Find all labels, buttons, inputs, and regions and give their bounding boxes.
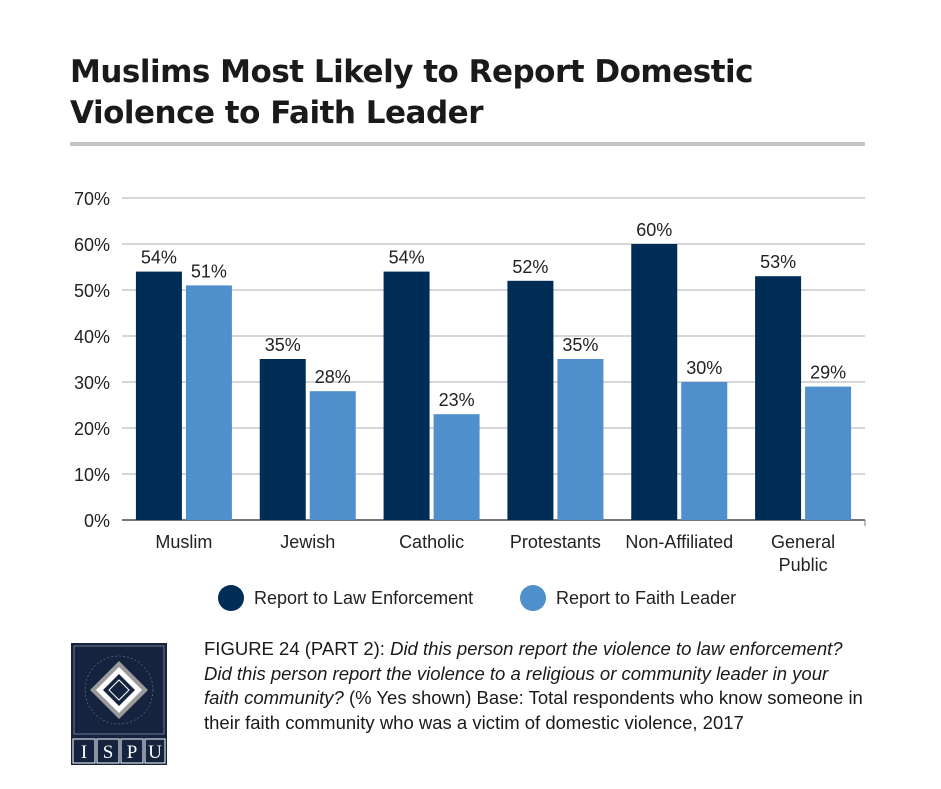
legend-item-law: Report to Law Enforcement <box>218 585 473 611</box>
legend-label: Report to Faith Leader <box>556 587 737 608</box>
data-label: 28% <box>315 367 351 387</box>
legend-label: Report to Law Enforcement <box>254 587 474 608</box>
legend-swatch-faith <box>520 585 546 611</box>
ispu-logo: I S P U <box>71 643 167 765</box>
y-tick-label: 0% <box>84 511 110 531</box>
data-label: 29% <box>810 363 846 383</box>
bar-law-enforcement <box>631 244 678 520</box>
bar-faith-leader <box>309 391 356 520</box>
bar-law-enforcement <box>259 359 306 520</box>
svg-text:I: I <box>81 742 87 763</box>
x-tick-label: Muslim <box>155 532 212 552</box>
y-tick-label: 20% <box>74 419 110 439</box>
data-label: 35% <box>562 335 598 355</box>
data-label: 35% <box>265 335 301 355</box>
title-divider <box>70 142 865 146</box>
y-tick-label: 10% <box>74 465 110 485</box>
figure-label: FIGURE 24 <box>204 638 300 659</box>
bar-law-enforcement <box>507 280 554 520</box>
x-tick-label: Catholic <box>399 532 464 552</box>
figure-caption: FIGURE 24 (PART 2): Did this person repo… <box>204 637 864 735</box>
x-tick-label: Non-Affiliated <box>625 532 733 552</box>
bar-faith-leader <box>805 386 852 520</box>
legend-swatch-law <box>218 585 244 611</box>
svg-text:S: S <box>103 742 114 763</box>
data-label: 52% <box>512 257 548 277</box>
data-label: 54% <box>141 248 177 268</box>
y-tick-label: 60% <box>74 235 110 255</box>
data-label: 51% <box>191 261 227 281</box>
bar-faith-leader <box>681 382 728 520</box>
data-label: 60% <box>636 220 672 240</box>
x-tick-label: Public <box>779 555 828 575</box>
y-tick-label: 30% <box>74 373 110 393</box>
bar-faith-leader <box>185 285 232 520</box>
data-label: 23% <box>439 390 475 410</box>
x-tick-label: Protestants <box>510 532 601 552</box>
survey-question: Did this person report the violence to l… <box>204 638 843 708</box>
data-label: 30% <box>686 358 722 378</box>
bar-law-enforcement <box>135 271 182 520</box>
legend-item-faith: Report to Faith Leader <box>520 585 736 611</box>
caption-base: (% Yes shown) Base: Total respondents wh… <box>204 687 863 733</box>
bar-faith-leader <box>433 414 480 520</box>
svg-text:P: P <box>127 742 138 763</box>
x-tick-label: Jewish <box>280 532 335 552</box>
figure-part: (PART 2): <box>299 638 391 659</box>
bar-faith-leader <box>557 359 604 520</box>
chart-title: Muslims Most Likely to Report Domestic V… <box>70 54 754 131</box>
svg-text:U: U <box>148 742 162 763</box>
y-tick-label: 50% <box>74 281 110 301</box>
x-tick-label: General <box>771 532 835 552</box>
data-label: 53% <box>760 252 796 272</box>
bar-law-enforcement <box>755 276 802 520</box>
bar-law-enforcement <box>383 271 430 520</box>
data-label: 54% <box>389 248 425 268</box>
y-tick-label: 40% <box>74 327 110 347</box>
y-tick-label: 70% <box>74 189 110 209</box>
